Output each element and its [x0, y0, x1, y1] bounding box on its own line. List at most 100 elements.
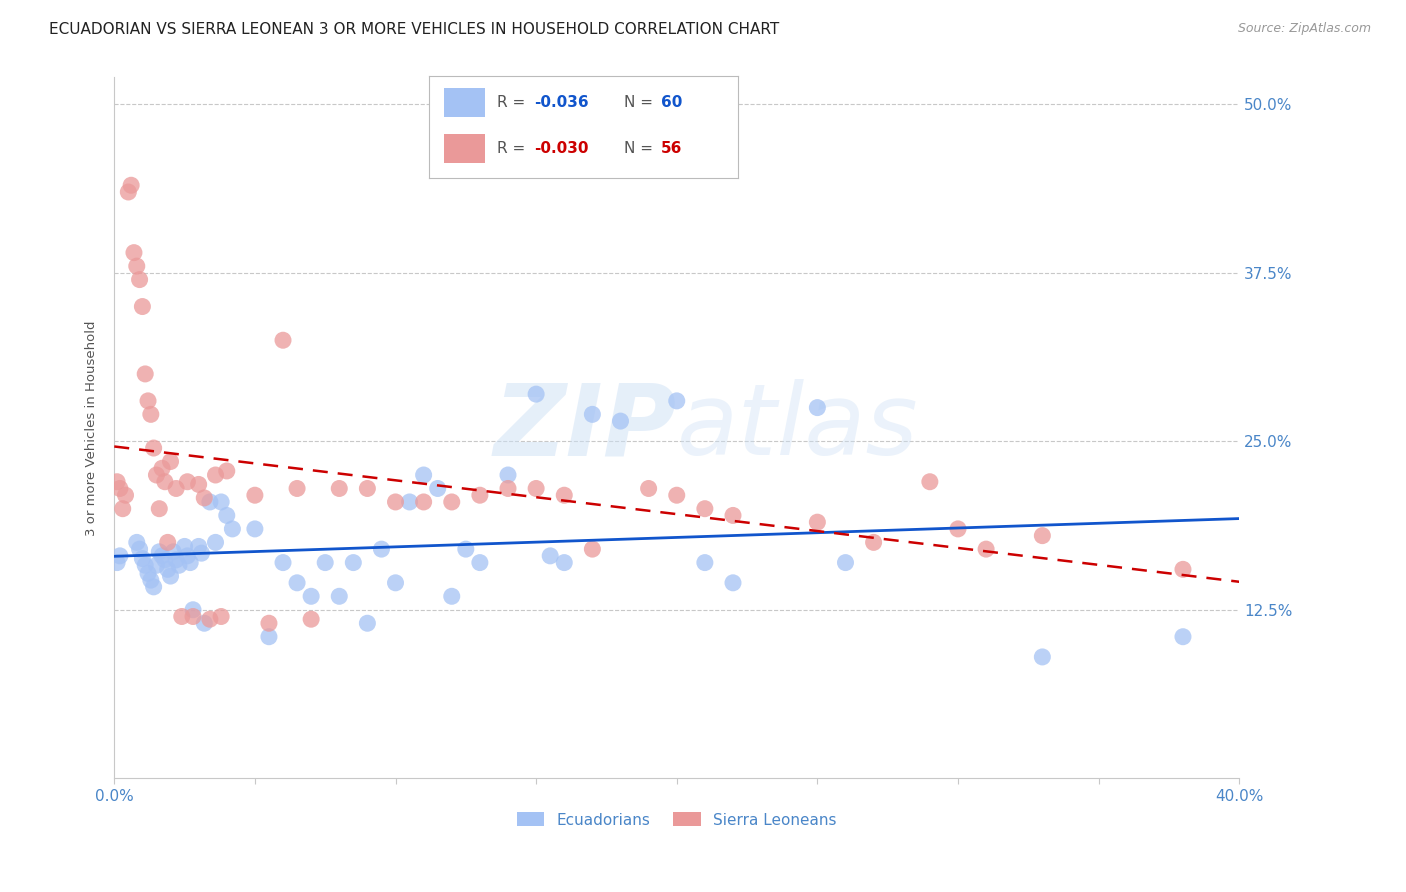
Point — [496, 482, 519, 496]
Point — [204, 468, 226, 483]
Point — [271, 333, 294, 347]
Point — [128, 542, 150, 557]
Text: ECUADORIAN VS SIERRA LEONEAN 3 OR MORE VEHICLES IN HOUSEHOLD CORRELATION CHART: ECUADORIAN VS SIERRA LEONEAN 3 OR MORE V… — [49, 22, 779, 37]
Point — [167, 558, 190, 573]
Point — [128, 272, 150, 286]
Point — [412, 468, 434, 483]
Point — [120, 178, 142, 193]
Point — [468, 488, 491, 502]
Point — [271, 556, 294, 570]
Point — [806, 401, 828, 415]
Point — [176, 549, 198, 563]
Point — [131, 300, 153, 314]
Point — [181, 609, 204, 624]
Point — [142, 441, 165, 455]
Point — [148, 545, 170, 559]
Text: R =: R = — [496, 141, 530, 156]
Point — [190, 546, 212, 560]
Point — [524, 482, 547, 496]
Point — [1171, 630, 1194, 644]
Point — [370, 542, 392, 557]
Bar — [444, 135, 485, 163]
Point — [162, 545, 184, 559]
Point — [609, 414, 631, 428]
Point — [862, 535, 884, 549]
Point — [187, 540, 209, 554]
Point — [105, 556, 128, 570]
Text: ZIP: ZIP — [494, 379, 676, 476]
Point — [173, 540, 195, 554]
Point — [553, 556, 575, 570]
Text: -0.030: -0.030 — [534, 141, 589, 156]
Bar — [444, 88, 485, 117]
Point — [328, 482, 350, 496]
Point — [398, 495, 420, 509]
Point — [693, 556, 716, 570]
Point — [105, 475, 128, 489]
Point — [198, 612, 221, 626]
Text: N =: N = — [624, 141, 658, 156]
Point — [243, 488, 266, 502]
Point — [193, 616, 215, 631]
Point — [637, 482, 659, 496]
Point — [693, 501, 716, 516]
Text: N =: N = — [624, 95, 658, 110]
Point — [176, 475, 198, 489]
Point — [384, 495, 406, 509]
Text: 60: 60 — [661, 95, 682, 110]
Point — [187, 477, 209, 491]
Point — [412, 495, 434, 509]
Point — [454, 542, 477, 557]
Point — [117, 185, 139, 199]
Point — [198, 495, 221, 509]
Point — [440, 495, 463, 509]
Point — [193, 491, 215, 505]
Point — [314, 556, 336, 570]
Point — [114, 488, 136, 502]
Text: R =: R = — [496, 95, 530, 110]
Point — [145, 468, 167, 483]
Point — [134, 558, 156, 573]
Point — [209, 495, 232, 509]
Point — [538, 549, 561, 563]
Point — [1031, 528, 1053, 542]
Point — [142, 580, 165, 594]
Point — [356, 616, 378, 631]
Point — [153, 553, 176, 567]
Point — [215, 508, 238, 523]
Point — [136, 393, 159, 408]
Text: Source: ZipAtlas.com: Source: ZipAtlas.com — [1237, 22, 1371, 36]
Point — [806, 515, 828, 529]
Point — [108, 549, 131, 563]
Point — [139, 573, 162, 587]
Point — [209, 609, 232, 624]
Point — [299, 612, 322, 626]
Point — [665, 393, 688, 408]
Point — [150, 461, 173, 475]
Point — [721, 575, 744, 590]
Point — [1171, 562, 1194, 576]
Point — [946, 522, 969, 536]
Point — [170, 609, 193, 624]
Point — [426, 482, 449, 496]
Point — [156, 535, 179, 549]
Point — [496, 468, 519, 483]
Point — [468, 556, 491, 570]
Text: atlas: atlas — [676, 379, 918, 476]
Point — [1031, 649, 1053, 664]
Point — [440, 589, 463, 603]
Point — [221, 522, 243, 536]
Point — [285, 575, 308, 590]
Y-axis label: 3 or more Vehicles in Household: 3 or more Vehicles in Household — [86, 320, 98, 535]
Point — [122, 245, 145, 260]
Point — [834, 556, 856, 570]
Point — [139, 408, 162, 422]
Point — [285, 482, 308, 496]
Point — [356, 482, 378, 496]
Point — [159, 569, 181, 583]
Point — [524, 387, 547, 401]
Legend: Ecuadorians, Sierra Leoneans: Ecuadorians, Sierra Leoneans — [510, 806, 842, 834]
Point — [204, 535, 226, 549]
Point — [974, 542, 997, 557]
Point — [153, 475, 176, 489]
